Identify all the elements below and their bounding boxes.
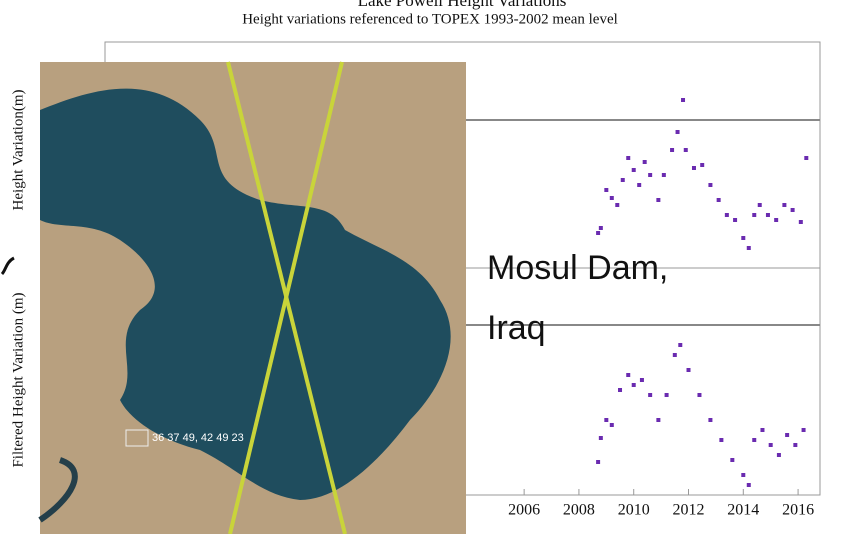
- point: [648, 393, 652, 397]
- point: [719, 438, 723, 442]
- point: [741, 473, 745, 477]
- point: [700, 163, 704, 167]
- point: [782, 203, 786, 207]
- point: [596, 231, 600, 235]
- point: [799, 220, 803, 224]
- point: [665, 393, 669, 397]
- chart-title: Lake Powell Height Variations: [358, 0, 567, 10]
- annotation: Mosul Dam,: [487, 249, 668, 287]
- point: [697, 393, 701, 397]
- point: [804, 156, 808, 160]
- point: [747, 483, 751, 487]
- coordinates-label: 36 37 49, 42 49 23: [152, 432, 244, 444]
- point: [621, 178, 625, 182]
- point: [758, 203, 762, 207]
- point: [626, 373, 630, 377]
- x-tick-label: 2014: [727, 502, 759, 519]
- point: [626, 156, 630, 160]
- point: [785, 433, 789, 437]
- point: [610, 423, 614, 427]
- point: [632, 168, 636, 172]
- point: [777, 453, 781, 457]
- x-tick-label: 2006: [508, 502, 540, 519]
- y-axis-label: Height Variation(m): [10, 90, 26, 211]
- y-axis-label: Filtered Height Variation (m): [10, 292, 26, 467]
- point: [708, 418, 712, 422]
- x-tick-label: 2012: [673, 502, 705, 519]
- satellite-image: [40, 62, 466, 534]
- point: [618, 388, 622, 392]
- x-tick-label: 2010: [618, 502, 650, 519]
- annotation: Iraq: [487, 309, 546, 347]
- point: [643, 160, 647, 164]
- point: [648, 173, 652, 177]
- point: [769, 443, 773, 447]
- point: [599, 226, 603, 230]
- point: [615, 203, 619, 207]
- point: [656, 418, 660, 422]
- point: [793, 443, 797, 447]
- chart-subtitle: Height variations referenced to TOPEX 19…: [242, 11, 618, 27]
- point: [599, 436, 603, 440]
- point: [681, 98, 685, 102]
- x-tick-label: 2008: [563, 502, 595, 519]
- point: [632, 383, 636, 387]
- arrow: [2, 258, 14, 274]
- point: [692, 166, 696, 170]
- point: [791, 208, 795, 212]
- point: [604, 188, 608, 192]
- point: [774, 218, 778, 222]
- point: [730, 458, 734, 462]
- point: [676, 130, 680, 134]
- point: [604, 418, 608, 422]
- point: [656, 198, 660, 202]
- point: [637, 183, 641, 187]
- x-tick-label: 2016: [782, 502, 814, 519]
- point: [684, 148, 688, 152]
- point: [708, 183, 712, 187]
- point: [802, 428, 806, 432]
- point: [687, 368, 691, 372]
- point: [670, 148, 674, 152]
- point: [640, 378, 644, 382]
- point: [752, 213, 756, 217]
- point: [596, 460, 600, 464]
- point: [610, 196, 614, 200]
- point: [717, 198, 721, 202]
- point: [760, 428, 764, 432]
- point: [766, 213, 770, 217]
- point: [673, 353, 677, 357]
- point: [725, 213, 729, 217]
- point: [747, 246, 751, 250]
- slide: Lake Powell Height Variations Height var…: [0, 0, 859, 534]
- point: [741, 236, 745, 240]
- point: [662, 173, 666, 177]
- point: [678, 343, 682, 347]
- point: [733, 218, 737, 222]
- point: [752, 438, 756, 442]
